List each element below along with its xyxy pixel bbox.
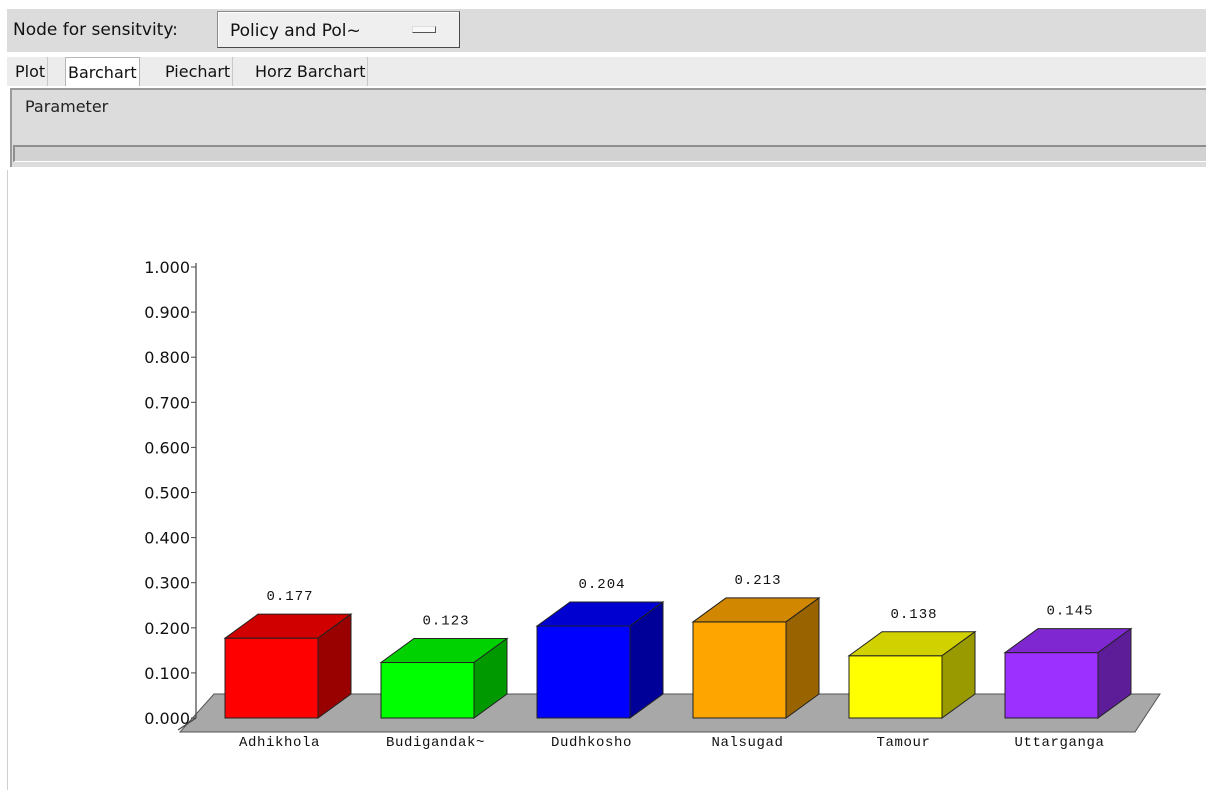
bar-value-label-0: 0.177 [266,589,313,605]
bar-front-4 [848,655,943,719]
bar-value-label-1: 0.123 [422,614,469,630]
parameter-slider-track[interactable] [13,145,1206,162]
category-label-3: Nalsugad [711,735,783,751]
y-tick-label-1: 0.100 [144,664,190,683]
y-tick-label-9: 0.900 [144,303,190,322]
category-label-4: Tamour [876,735,930,751]
toolbar: Node for sensitvity: Policy and Pol~ [7,9,1206,52]
window-left-edge [7,170,8,790]
category-label-5: Uttarganga [1014,735,1104,751]
bar-front-1 [380,662,475,719]
y-tick-label-3: 0.300 [144,574,190,593]
bar-side-5 [1097,627,1132,719]
category-label-2: Dudhkosho [551,735,632,751]
y-tick-label-7: 0.700 [144,393,190,412]
dropdown-indicator-icon [412,26,436,33]
bar-value-label-5: 0.145 [1046,604,1093,620]
node-select[interactable]: Policy and Pol~ [217,11,460,48]
bar-front-2 [536,625,631,719]
bar-front-0 [224,637,319,719]
bar-value-label-4: 0.138 [890,607,937,623]
tab-piechart[interactable]: Piechart [163,57,234,86]
category-label-0: Adhikhola [239,735,320,751]
node-label: Node for sensitvity: [13,20,178,40]
parameter-panel: Parameter [10,88,1206,167]
bar-side-1 [473,637,508,719]
bar-front-3 [692,621,787,719]
y-tick-label-2: 0.200 [144,619,190,638]
tab-barchart[interactable]: Barchart [65,57,140,86]
bar-chart: 0.000 0.100 0.200 0.300 0.400 0.500 0.600 0.700… [144,258,1161,751]
tab-plot[interactable]: Plot [13,57,49,86]
bar-value-label-2: 0.204 [578,577,625,593]
tab-bar: Plot Barchart Piechart Horz Barchart [7,57,1206,86]
bar-side-2 [629,601,664,719]
bar-side-0 [317,613,352,719]
bar-value-label-3: 0.213 [734,573,781,589]
y-tick-label-6: 0.600 [144,438,190,457]
y-tick-label-0: 0.000 [144,709,190,728]
y-axis-foot [177,717,197,731]
tab-horz-barchart[interactable]: Horz Barchart [253,57,369,86]
y-tick-label-4: 0.400 [144,529,190,548]
y-tick-label-8: 0.800 [144,348,190,367]
category-label-1: Budigandak~ [386,735,485,751]
y-tick-label-5: 0.500 [144,484,190,503]
bar-side-4 [941,630,976,719]
bar-side-3 [785,596,820,719]
bar-front-5 [1004,652,1099,719]
node-select-value: Policy and Pol~ [230,21,361,41]
parameter-label: Parameter [25,97,109,116]
y-tick-label-10: 1.000 [144,258,190,277]
